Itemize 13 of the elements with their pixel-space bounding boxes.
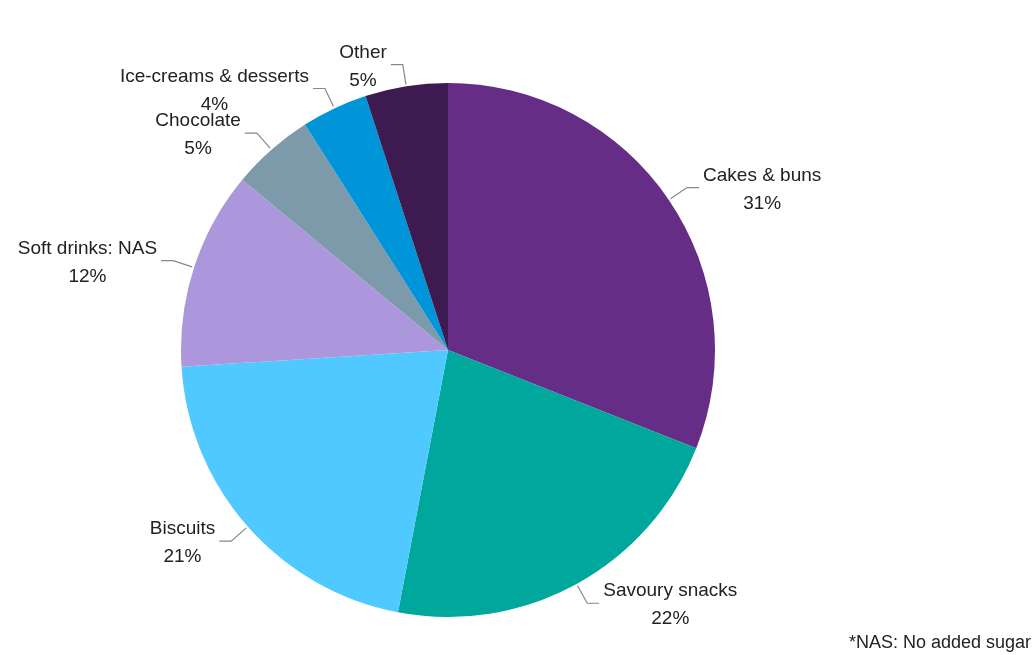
slice-label: Ice-creams & desserts	[119, 64, 309, 86]
slice-label: Savoury snacks	[603, 579, 738, 601]
data-label: 22%	[651, 607, 690, 629]
data-label: 5%	[184, 137, 212, 159]
data-label: 5%	[349, 68, 377, 90]
slice-label: Other	[339, 40, 388, 62]
data-label: 31%	[743, 191, 782, 213]
text: *NAS: No added sugar	[848, 632, 1031, 653]
slice-label: Cakes & buns	[703, 163, 822, 185]
slice-label: Soft drinks: NAS	[17, 236, 158, 258]
slice-label: Biscuits	[149, 517, 216, 539]
data-label: 12%	[68, 264, 107, 286]
data-label: 21%	[163, 545, 202, 567]
